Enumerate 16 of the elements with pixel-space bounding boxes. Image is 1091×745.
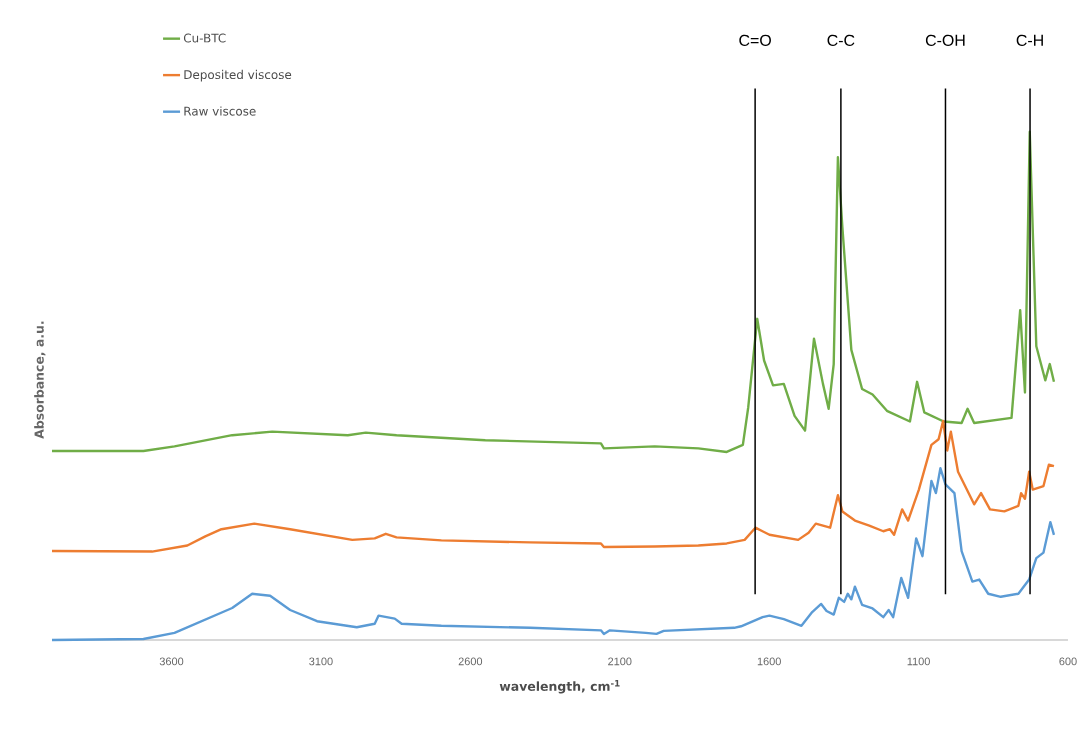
- ref-line-label: C-C: [827, 34, 855, 46]
- x-axis-title: wavelength, cm$^{-1}$: [499, 680, 620, 694]
- legend-label: Raw viscose: [184, 106, 256, 116]
- x-tick-label: 3600: [159, 657, 184, 666]
- x-tick-label: 1600: [757, 657, 781, 666]
- ref-line-label: C-OH: [925, 34, 965, 46]
- ref-line-label: C-H: [1016, 34, 1043, 46]
- x-tick-label: 3100: [309, 657, 333, 666]
- x-tick-label: 2600: [458, 657, 483, 666]
- ref-line-label: C=O: [739, 34, 771, 46]
- x-tick-label: 600: [1059, 657, 1077, 666]
- x-tick-label: 2100: [608, 657, 632, 666]
- y-axis-title: Absorbance, a.u.: [34, 321, 46, 439]
- x-tick-label: 1100: [907, 657, 930, 666]
- legend-label: Deposited viscose: [184, 69, 292, 82]
- legend-label: Cu-BTC: [183, 33, 226, 43]
